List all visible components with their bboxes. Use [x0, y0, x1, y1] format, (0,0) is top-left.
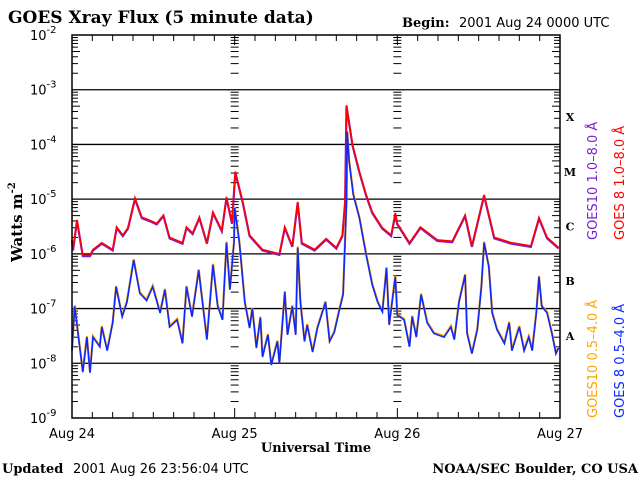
credit-text: NOAA/SEC Boulder, CO USA: [432, 462, 639, 477]
y-tick-exponent: -7: [47, 299, 57, 310]
x-tick-label: Aug 27: [537, 427, 583, 442]
y-tick-labels: 10-210-310-410-510-610-710-810-9: [30, 25, 57, 427]
axis-ticks: [71, 35, 561, 418]
grid-lines: [72, 89, 560, 364]
flare-class-M: M: [564, 166, 576, 179]
y-axis-label: Watts m-2: [7, 182, 26, 263]
y-tick-exponent: -5: [47, 189, 57, 200]
plot-frame: [71, 34, 561, 419]
y-tick-exponent: -8: [47, 353, 57, 364]
y-tick-label: 10-3: [30, 80, 57, 99]
y-tick-base: 10: [30, 138, 47, 153]
legend-entry: GOES10 1.0–8.0 Å: [585, 122, 601, 240]
y-tick-base: 10: [30, 357, 47, 372]
y-tick-label: 10-4: [30, 134, 57, 153]
y-axis-label-text: Watts m: [8, 193, 26, 263]
y-tick-label: 10-8: [30, 353, 57, 372]
y-tick-base: 10: [30, 248, 47, 263]
series-line-goes8-short: [71, 131, 560, 373]
y-tick-exponent: -9: [47, 408, 57, 419]
x-tick-labels: Aug 24 Aug 25 Aug 26 Aug 27: [49, 427, 583, 442]
y-tick-label: 10-7: [30, 299, 57, 318]
y-axis-label-exponent: -2: [7, 182, 18, 193]
y-tick-label: 10-5: [30, 189, 57, 208]
y-tick-base: 10: [30, 29, 47, 44]
begin-label: Begin:: [402, 16, 450, 31]
y-tick-exponent: -3: [47, 80, 57, 91]
x-tick-label: Aug 26: [374, 427, 420, 442]
legend-entry: GOES 8 0.5–4.0 Å: [612, 304, 628, 418]
updated-value: 2001 Aug 26 23:56:04 UTC: [73, 462, 249, 477]
updated-label: Updated: [2, 462, 63, 477]
legend-entry: GOES10 0.5–4.0 Å: [585, 300, 601, 418]
y-tick-exponent: -2: [47, 25, 57, 36]
x-axis-label: Universal Time: [261, 441, 371, 456]
flare-class-B: B: [565, 275, 574, 288]
flare-class-labels: X M C B A: [564, 111, 576, 343]
series-lines: [70, 105, 560, 373]
begin-value: 2001 Aug 24 0000 UTC: [459, 16, 609, 31]
y-tick-exponent: -4: [47, 134, 57, 145]
flare-class-X: X: [566, 111, 575, 124]
y-tick-base: 10: [30, 84, 47, 99]
series-line-goes10-long: [70, 106, 560, 258]
x-tick-label: Aug 25: [212, 427, 258, 442]
legend-entry: GOES 8 1.0–8.0 Å: [612, 126, 628, 240]
chart-title: GOES Xray Flux (5 minute data): [8, 8, 314, 28]
x-tick-label: Aug 24: [49, 427, 95, 442]
y-tick-label: 10-9: [30, 408, 57, 427]
y-tick-base: 10: [30, 412, 47, 427]
y-tick-label: 10-6: [30, 244, 57, 263]
series-line-goes8-long: [71, 105, 560, 256]
y-tick-label: 10-2: [30, 25, 57, 44]
y-tick-base: 10: [30, 303, 47, 318]
legend: GOES10 1.0–8.0 Å GOES 8 1.0–8.0 Å GOES10 0…: [585, 122, 628, 418]
y-tick-base: 10: [30, 193, 47, 208]
flare-class-A: A: [565, 330, 575, 343]
flare-class-C: C: [566, 221, 575, 234]
y-tick-exponent: -6: [47, 244, 57, 255]
